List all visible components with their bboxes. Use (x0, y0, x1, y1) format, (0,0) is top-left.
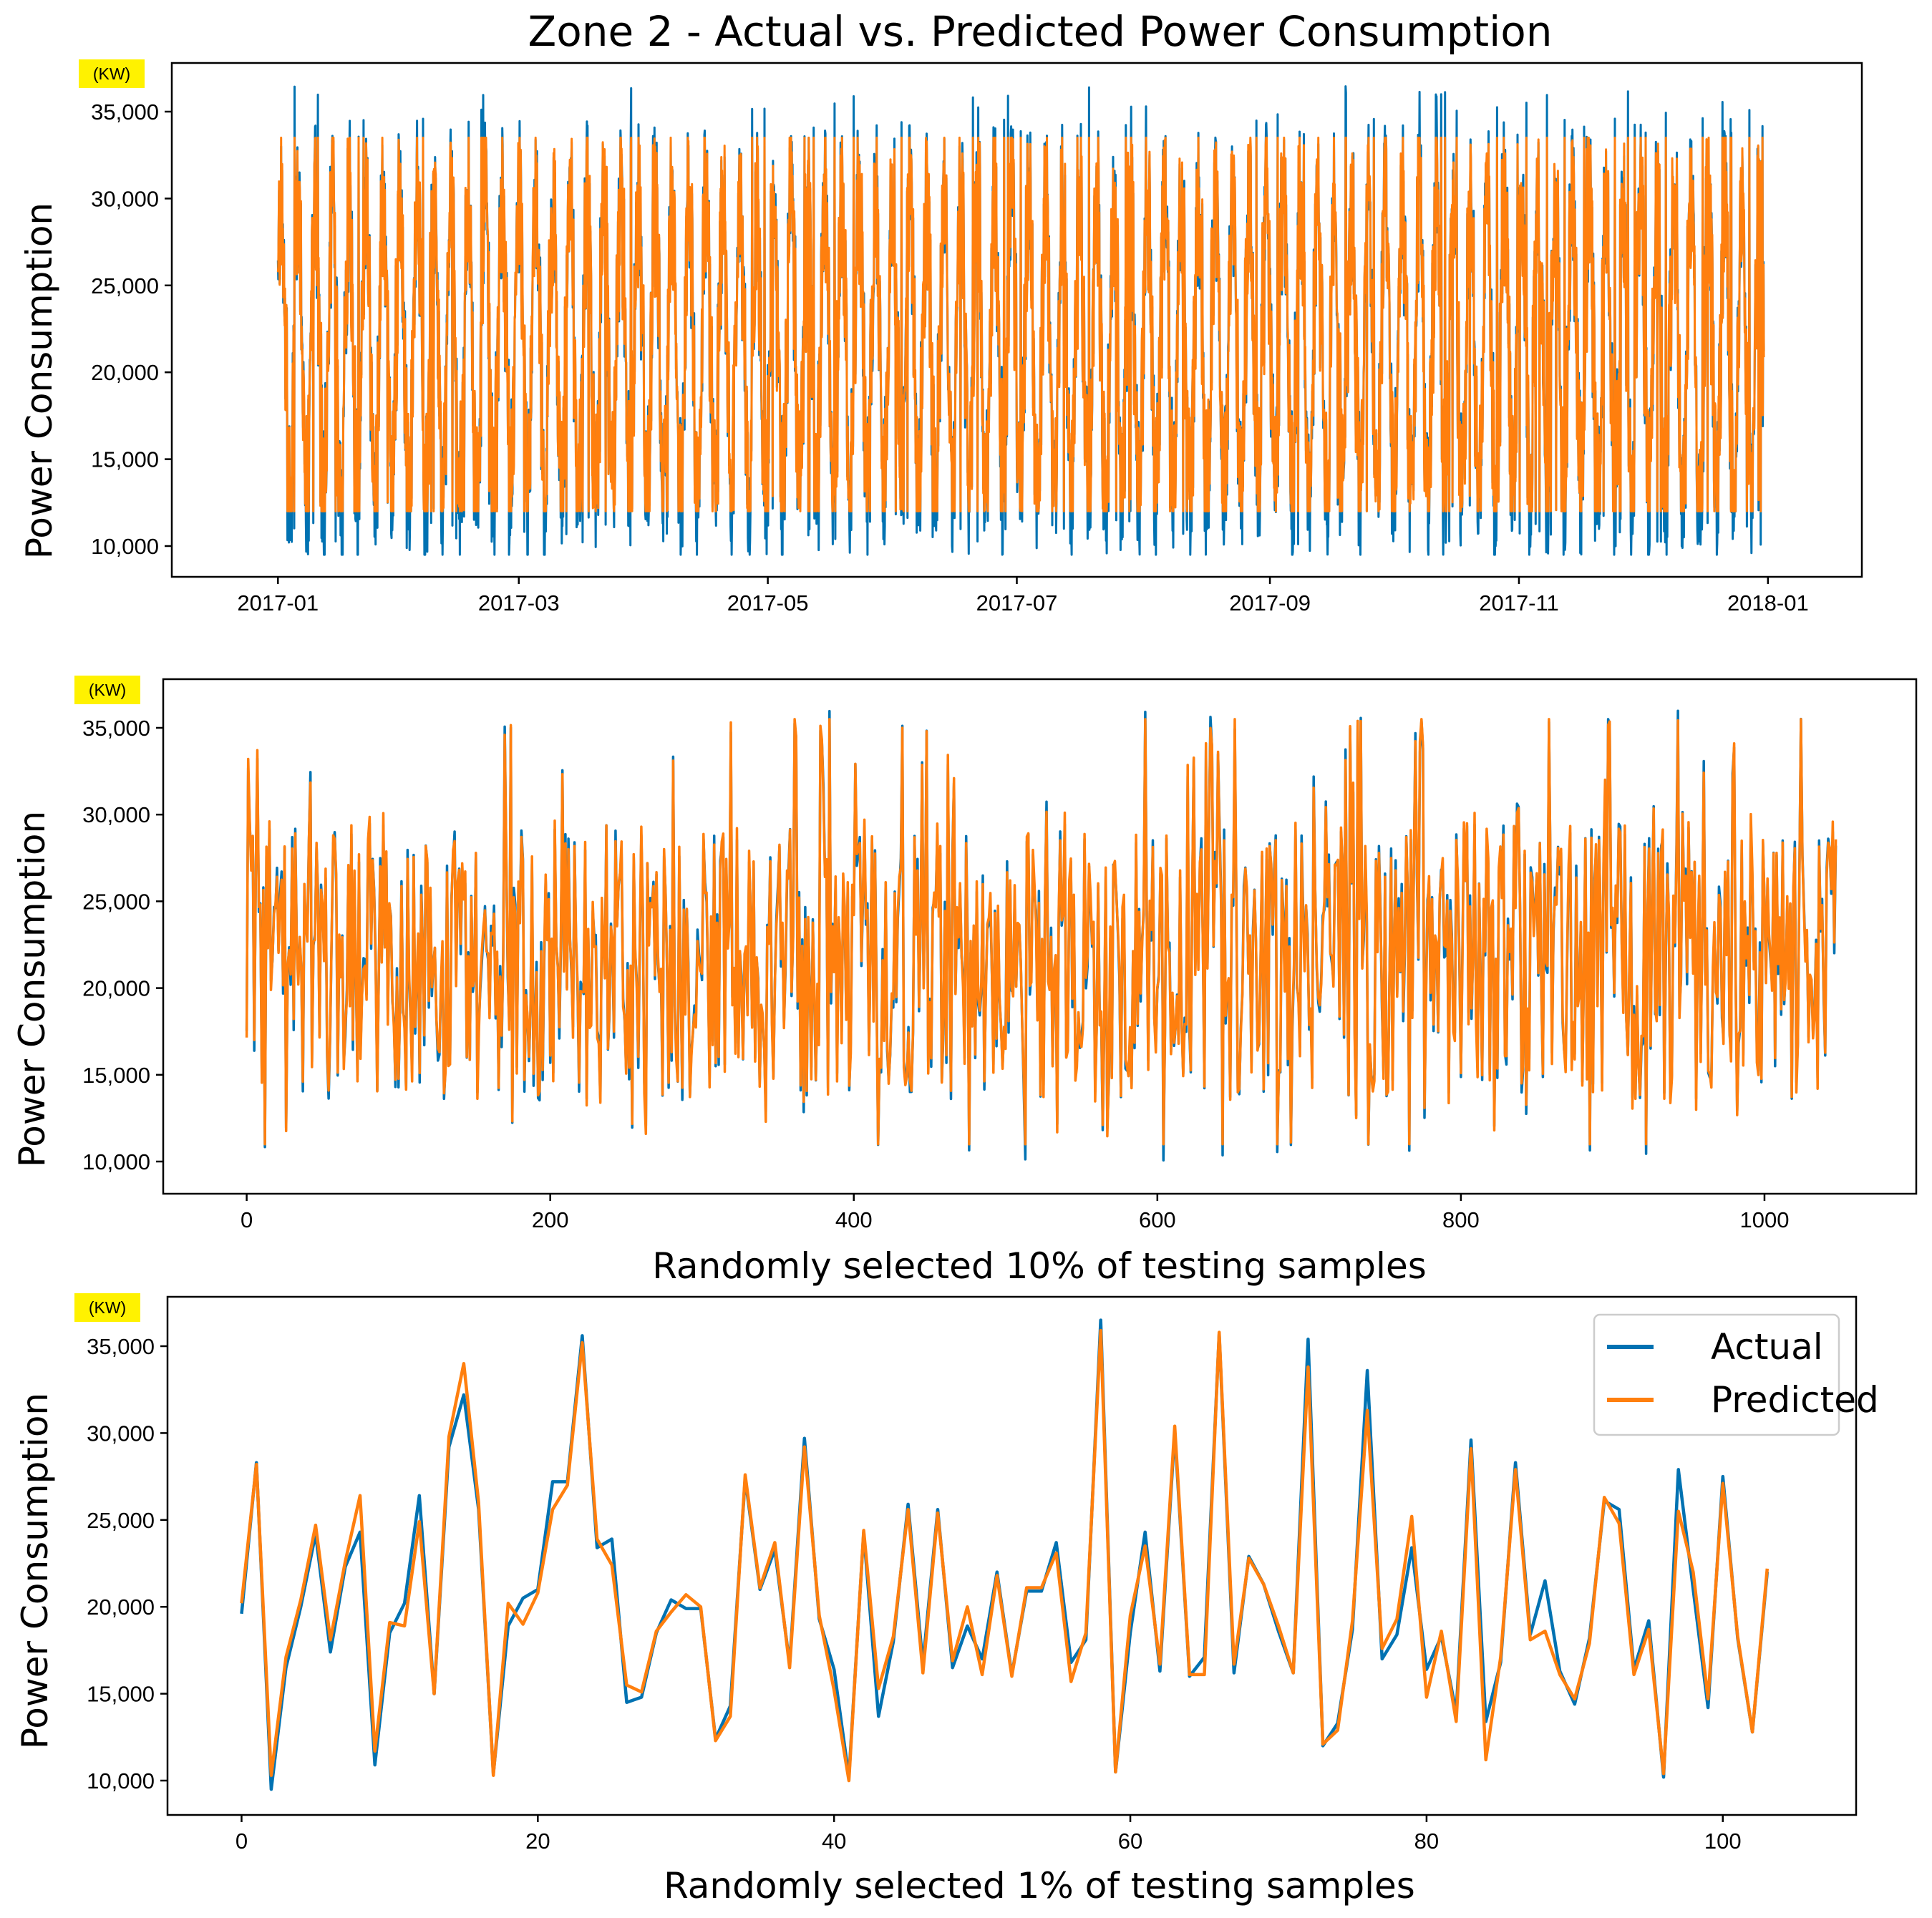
legend-actual-label: Actual (1711, 1326, 1823, 1368)
y-tick-label: 30,000 (87, 1421, 155, 1446)
y-axis-label: Power Consumption (11, 811, 53, 1167)
series-predicted (240, 1328, 1770, 1783)
y-tick-label: 25,000 (87, 1508, 155, 1533)
x-tick-label: 2017-01 (237, 590, 319, 615)
unit-badge-highlight (79, 59, 145, 88)
panel-sample-10pct: (KW) Power Consumption 10,000 15,000 20,00… (11, 676, 1918, 1287)
y-tick-label: 10,000 (91, 534, 159, 559)
y-tick-label: 35,000 (82, 716, 150, 741)
y-tick-label: 10,000 (87, 1768, 155, 1793)
series-predicted (245, 718, 1838, 1146)
axes-ticks: 10,000 15,000 20,000 25,000 30,000 35,000 2017… (91, 99, 1809, 615)
y-tick-label: 35,000 (87, 1334, 155, 1359)
x-tick-label: 80 (1414, 1829, 1439, 1854)
unit-label: (KW) (89, 1298, 126, 1317)
series-group (245, 709, 1838, 1162)
series-predicted (276, 136, 1765, 512)
y-tick-label: 20,000 (82, 976, 150, 1001)
axes-ticks: 10,000 15,000 20,000 25,000 30,000 35,000 0 20 4… (87, 1334, 1741, 1854)
y-axis-label: Power Consumption (14, 1393, 56, 1749)
x-tick-label: 2017-05 (727, 590, 809, 615)
panel-sample-1pct: (KW) Power Consumption 10,000 15,000 20,00… (14, 1293, 1879, 1907)
x-tick-label: 60 (1118, 1829, 1142, 1854)
y-tick-label: 25,000 (82, 889, 150, 914)
plot-area (166, 1295, 1858, 1816)
y-tick-label: 20,000 (91, 360, 159, 385)
x-axis-label: Randomly selected 10% of testing samples (652, 1245, 1427, 1287)
series-group (240, 1318, 1770, 1791)
x-tick-label: 2017-07 (976, 590, 1058, 615)
y-tick-label: 15,000 (87, 1682, 155, 1707)
y-tick-label: 10,000 (82, 1149, 150, 1174)
panel-full-year: (KW) Power Consumption 10,000 15,000 20,00… (19, 59, 1863, 615)
y-axis-label: Power Consumption (19, 203, 60, 559)
x-tick-label: 2018-01 (1727, 590, 1809, 615)
y-tick-label: 15,000 (91, 447, 159, 472)
x-tick-label: 800 (1442, 1207, 1480, 1232)
unit-badge-highlight (74, 1293, 140, 1322)
figure-title: Zone 2 - Actual vs. Predicted Power Cons… (528, 7, 1553, 56)
x-axis-label: Randomly selected 1% of testing samples (664, 1865, 1415, 1907)
y-tick-label: 35,000 (91, 99, 159, 125)
y-tick-label: 30,000 (91, 186, 159, 211)
plot-area (170, 62, 1863, 578)
x-tick-label: 2017-11 (1479, 590, 1558, 615)
x-tick-label: 0 (236, 1829, 248, 1854)
x-tick-label: 20 (525, 1829, 550, 1854)
unit-label: (KW) (89, 681, 126, 699)
y-tick-label: 20,000 (87, 1595, 155, 1620)
axes-ticks: 10,000 15,000 20,000 25,000 30,000 35,000 0 200… (82, 716, 1789, 1232)
series-actual (240, 1318, 1770, 1791)
x-tick-label: 0 (241, 1207, 253, 1232)
unit-badge: (KW) (79, 59, 145, 88)
unit-badge-highlight (74, 676, 140, 704)
x-tick-label: 600 (1139, 1207, 1176, 1232)
y-tick-label: 25,000 (91, 273, 159, 298)
plot-area (162, 678, 1918, 1195)
series-group (276, 85, 1765, 556)
unit-label: (KW) (93, 64, 130, 83)
x-tick-label: 400 (835, 1207, 873, 1232)
legend: Actual Predicted (1593, 1313, 1879, 1436)
x-tick-label: 1000 (1739, 1207, 1789, 1232)
x-tick-label: 100 (1704, 1829, 1742, 1854)
x-tick-label: 200 (532, 1207, 569, 1232)
unit-badge: (KW) (74, 676, 140, 704)
x-tick-label: 40 (822, 1829, 846, 1854)
legend-predicted-label: Predicted (1711, 1379, 1879, 1421)
legend-box (1593, 1313, 1840, 1436)
y-tick-label: 15,000 (82, 1063, 150, 1088)
x-tick-label: 2017-09 (1229, 590, 1311, 615)
x-tick-label: 2017-03 (478, 590, 560, 615)
y-tick-label: 30,000 (82, 802, 150, 827)
unit-badge: (KW) (74, 1293, 140, 1322)
